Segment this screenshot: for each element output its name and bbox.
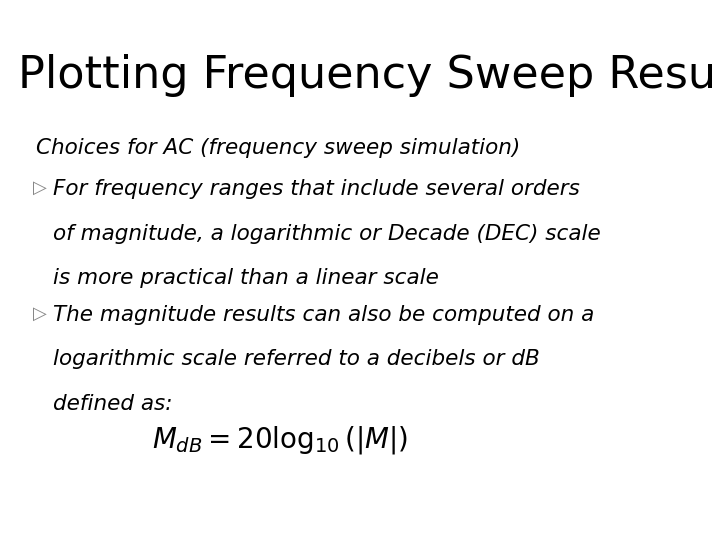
Text: ▷: ▷	[33, 305, 47, 323]
Text: For frequency ranges that include several orders: For frequency ranges that include severa…	[53, 179, 580, 199]
Text: The magnitude results can also be computed on a: The magnitude results can also be comput…	[53, 305, 595, 325]
Text: Plotting Frequency Sweep Results: Plotting Frequency Sweep Results	[18, 54, 720, 97]
Text: defined as:: defined as:	[53, 394, 173, 414]
Text: ▷: ▷	[33, 179, 47, 197]
Text: logarithmic scale referred to a decibels or dB: logarithmic scale referred to a decibels…	[53, 349, 540, 369]
Text: of magnitude, a logarithmic or Decade (DEC) scale: of magnitude, a logarithmic or Decade (D…	[53, 224, 601, 244]
Text: is more practical than a linear scale: is more practical than a linear scale	[53, 268, 439, 288]
Text: Choices for AC (frequency sweep simulation): Choices for AC (frequency sweep simulati…	[35, 138, 520, 158]
Text: $M_{dB} = 20\log_{10}(|M|)$: $M_{dB} = 20\log_{10}(|M|)$	[152, 424, 408, 456]
